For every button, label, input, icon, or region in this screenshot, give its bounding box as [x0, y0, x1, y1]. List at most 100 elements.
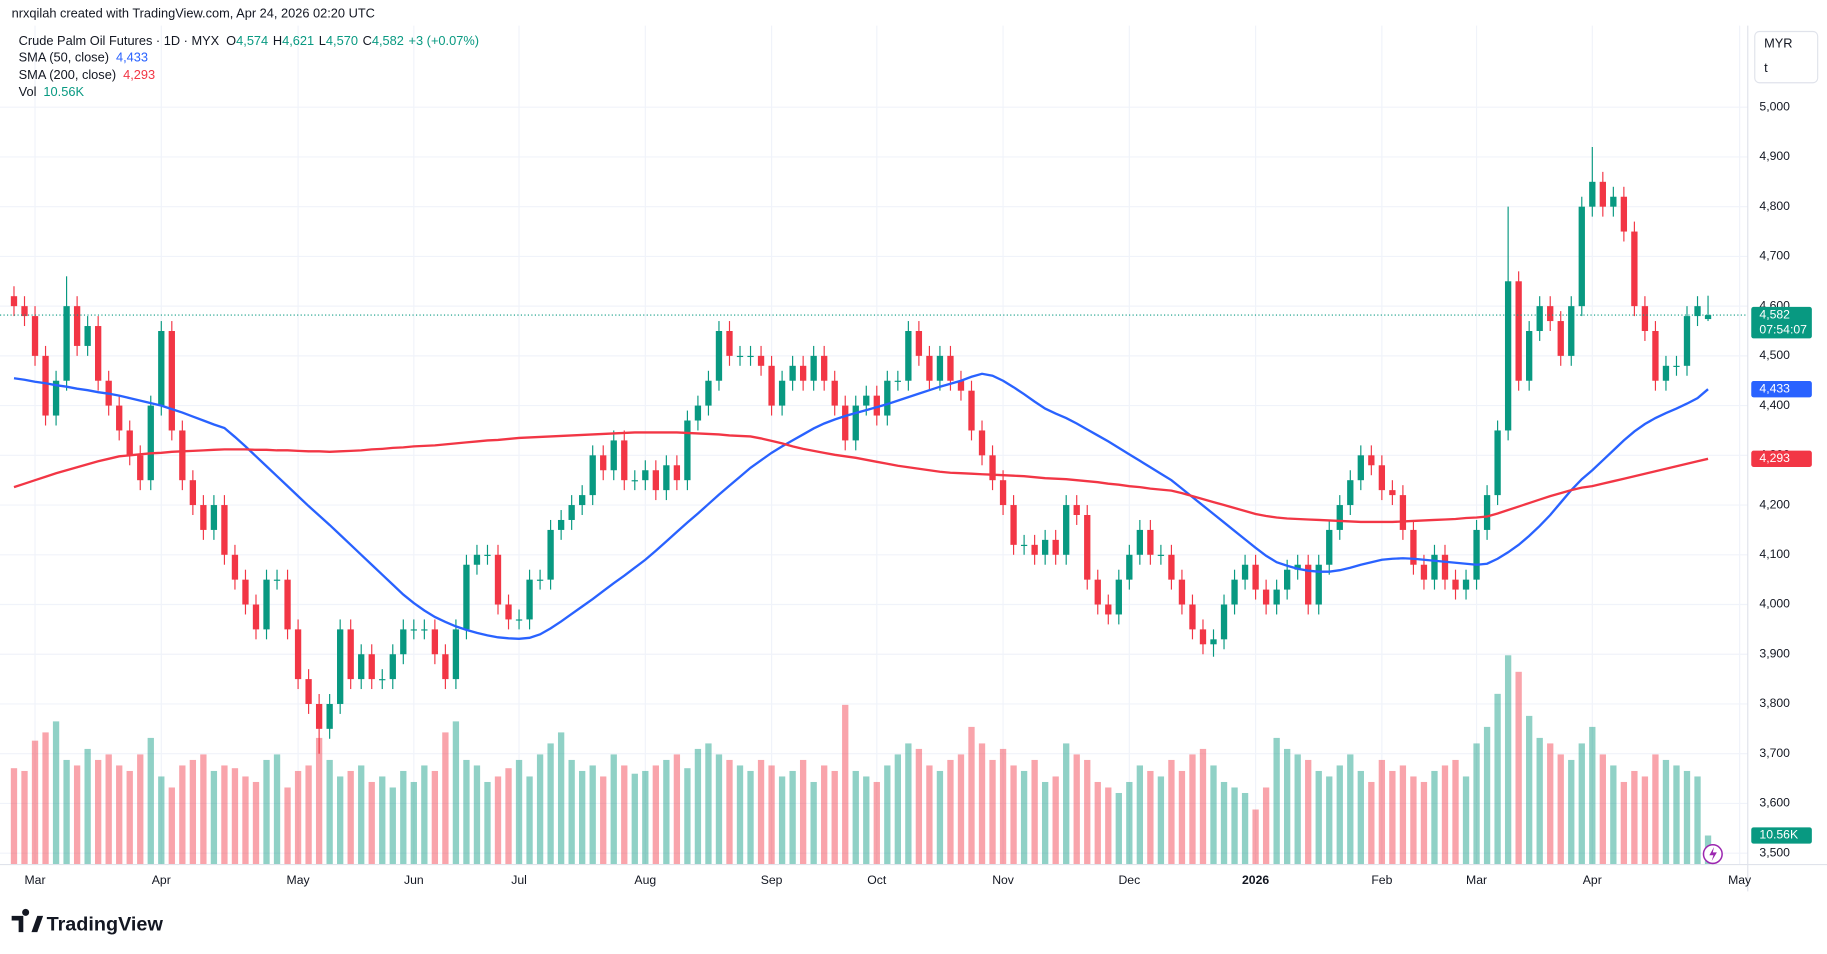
volume-bar — [1547, 743, 1554, 865]
brand: TradingView — [47, 913, 164, 935]
volume-bar — [1347, 754, 1354, 865]
y-tick-label: 4,000 — [1759, 597, 1790, 611]
candle-body — [1020, 544, 1028, 547]
candle-body — [1462, 579, 1470, 590]
volume-bar — [905, 743, 912, 865]
volume-bar — [200, 754, 207, 865]
volume-bar — [137, 754, 144, 865]
volume-bar — [1115, 792, 1122, 865]
volume-bar — [1557, 754, 1564, 865]
volume-pane — [10, 655, 1712, 865]
volume-bar — [1473, 743, 1480, 865]
candle-body — [231, 554, 239, 580]
candle-body — [463, 564, 470, 630]
candle-body — [452, 629, 460, 680]
volume-bar — [1641, 776, 1649, 865]
candle-body — [1178, 579, 1186, 605]
volume-bar — [926, 765, 933, 865]
legend-item: 10.56K — [43, 85, 84, 100]
volume-bar — [105, 754, 112, 865]
volume-bar — [305, 765, 312, 865]
candle-body — [1420, 564, 1428, 580]
credit: nrxqilah created with TradingView.com, A… — [12, 5, 375, 20]
candle-body — [263, 579, 270, 630]
y-tick-label: 4,400 — [1759, 398, 1790, 412]
unit: t — [1764, 60, 1768, 75]
candle-body — [1010, 505, 1017, 545]
x-tick-label: Mar — [25, 873, 46, 887]
y-tick-label: 4,100 — [1759, 547, 1790, 561]
volume-bar — [799, 759, 807, 865]
volume-bar — [1441, 765, 1449, 865]
legend-item: Crude Palm Oil Futures · 1D · MYX — [19, 33, 220, 48]
candle-body — [1589, 181, 1596, 207]
legend-main: Crude Palm Oil Futures · 1D · MYX O4,574 H… — [19, 33, 479, 48]
candle-body — [610, 440, 617, 471]
volume-bar — [852, 770, 859, 865]
candle-body — [1157, 554, 1165, 556]
volume-bar — [1241, 792, 1249, 865]
volume-bar — [1094, 781, 1101, 865]
volume-bar — [410, 781, 417, 865]
candle-body — [1662, 365, 1670, 381]
candle-body — [1052, 539, 1059, 555]
candle-body — [1641, 306, 1649, 332]
candle-body — [294, 629, 302, 680]
candle-body — [200, 505, 207, 530]
price-tag-text: 07:54:07 — [1759, 322, 1807, 336]
volume-bar — [42, 732, 49, 865]
volume-bar — [21, 770, 28, 865]
candle-body — [1336, 505, 1343, 530]
candle-body — [600, 455, 607, 471]
volume-bar — [210, 770, 218, 865]
currency-box[interactable] — [1754, 30, 1819, 84]
volume-bar — [957, 754, 965, 865]
volume-bar — [631, 773, 638, 865]
volume-bar — [1526, 715, 1533, 865]
volume-bar — [1589, 726, 1596, 865]
volume-bar — [1494, 693, 1501, 865]
candle-body — [305, 679, 312, 704]
volume-bar — [894, 754, 901, 865]
sma-tag — [1751, 381, 1812, 398]
grid — [0, 25, 1748, 865]
candle-body — [1504, 281, 1512, 431]
candle-body — [95, 326, 102, 381]
candle-body — [52, 380, 60, 416]
candle-body — [158, 331, 165, 406]
candle-body — [1683, 316, 1691, 366]
volume-bar — [421, 765, 428, 865]
candle-body — [863, 395, 870, 406]
candle-body — [1252, 564, 1259, 590]
candle-body — [1084, 515, 1091, 580]
x-tick-label: May — [1728, 873, 1752, 887]
candle-body — [1452, 579, 1459, 590]
x-tick-label: Dec — [1118, 873, 1140, 887]
volume-bar — [789, 770, 796, 865]
volume-bar — [473, 765, 481, 865]
volume-bar — [1378, 759, 1386, 865]
volume-bar — [1063, 743, 1070, 865]
x-tick-label: Apr — [152, 873, 171, 887]
volume-bar — [1252, 809, 1259, 865]
candle-body — [1483, 495, 1491, 530]
candle-body — [1210, 639, 1217, 645]
candle-body — [505, 604, 512, 620]
candle-body — [736, 355, 744, 358]
volume-bar — [1326, 776, 1333, 865]
x-tick-label: Sep — [761, 873, 783, 887]
volume-bar — [536, 754, 544, 865]
volume-bar — [1536, 737, 1543, 865]
volume-bar — [73, 765, 81, 865]
volume-bar — [1031, 759, 1038, 865]
volume-bar — [1357, 770, 1364, 865]
legend-item: O — [226, 33, 236, 48]
volume-bar — [1431, 770, 1438, 865]
candle-body — [326, 703, 333, 729]
legend-sma50: SMA (50, close) 4,433 — [19, 50, 148, 65]
y-tick-label: 3,500 — [1759, 845, 1790, 859]
volume-bar — [1399, 765, 1407, 865]
volume-bar — [1105, 787, 1112, 865]
volume-bar — [1452, 759, 1459, 865]
candle-body — [1115, 579, 1122, 615]
